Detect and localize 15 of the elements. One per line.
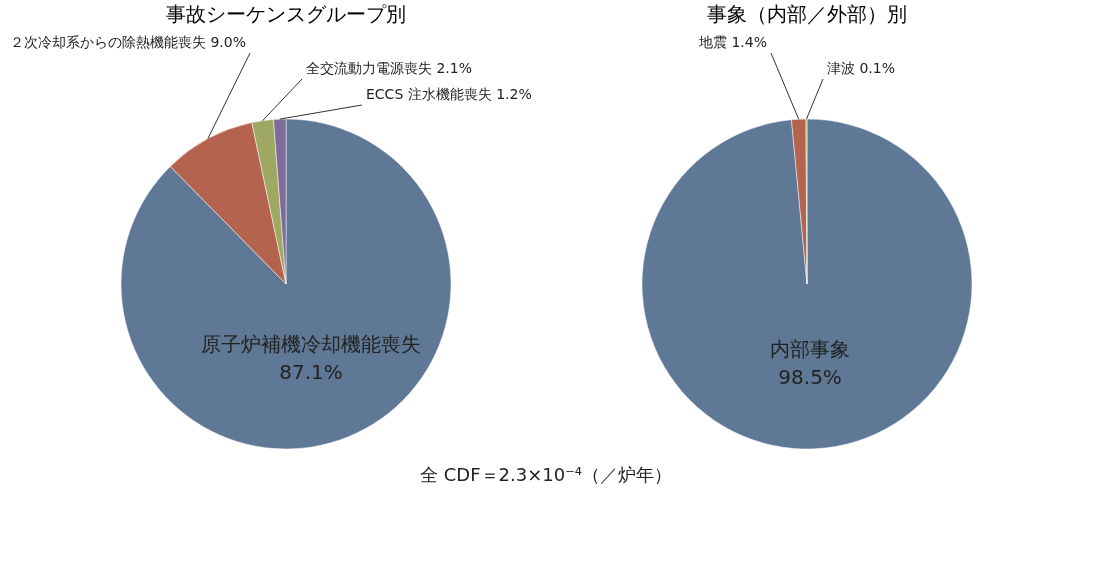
text: 全 CDF＝2.3×10⁻⁴（／炉年） (420, 464, 672, 485)
pie-slice (642, 118, 973, 450)
slice-label: 内部事象 (770, 336, 851, 361)
pie-slice (120, 118, 452, 449)
slice-label: 全交流動力電源喪失 2.1% (306, 60, 473, 76)
slice-label: ２次冷却系からの除熱機能喪失 9.0% (9, 34, 246, 50)
pie-slice (170, 122, 287, 285)
slice-label: 津波 0.1% (827, 60, 896, 76)
data-label: 98.5% (778, 364, 842, 389)
chart-title: 事象（内部／外部）別 (707, 2, 907, 26)
chart-title: 事故シーケンスグループ別 (166, 2, 406, 26)
slice-label: 地震 1.4% (697, 34, 767, 50)
slice-label: 原子炉補機冷却機能喪失 (201, 332, 422, 357)
slice-label: ECCS 注水機能喪失 1.2% (366, 86, 532, 102)
data-label: 87.1% (279, 360, 343, 385)
